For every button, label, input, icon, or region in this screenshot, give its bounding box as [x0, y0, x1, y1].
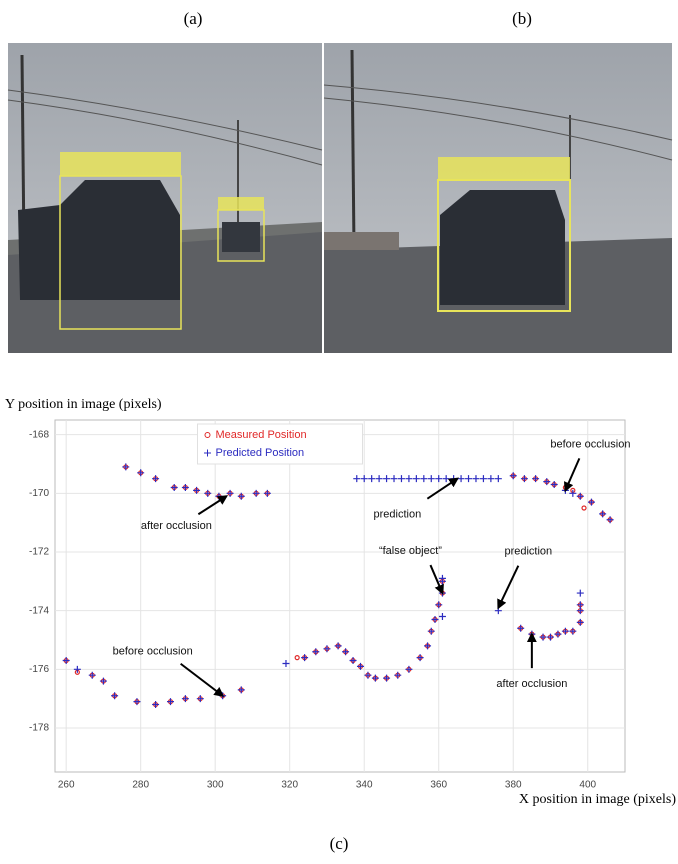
annotation: before occlusion	[550, 438, 630, 450]
x-tick-label: 260	[58, 780, 75, 791]
panel-label: (a)	[184, 9, 203, 28]
x-axis-label: X position in image (pixels)	[519, 792, 676, 807]
x-tick-label: 300	[207, 780, 224, 791]
x-tick-label: 400	[579, 780, 596, 791]
x-tick-label: 280	[132, 780, 149, 791]
figure: (a) (b) (c) Y position in image (pixels)…	[0, 0, 678, 859]
x-tick-label: 320	[281, 780, 298, 791]
y-tick-label: -168	[29, 429, 49, 440]
legend-label: Predicted Position	[216, 447, 305, 459]
y-tick-label: -170	[29, 488, 49, 499]
x-tick-label: 360	[430, 780, 447, 791]
annotation: prediction	[374, 509, 422, 521]
y-tick-label: -176	[29, 664, 49, 675]
photo-b	[324, 43, 672, 353]
y-tick-label: -172	[29, 547, 49, 558]
annotation: after occlusion	[141, 520, 212, 532]
annotation: after occlusion	[496, 678, 567, 690]
y-tick-label: -178	[29, 723, 49, 734]
legend-label: Measured Position	[216, 429, 307, 441]
annotation: “false object”	[379, 545, 442, 557]
x-tick-label: 380	[505, 780, 522, 791]
annotation: before occlusion	[113, 646, 193, 658]
x-tick-label: 340	[356, 780, 373, 791]
annotation: prediction	[504, 546, 552, 558]
y-tick-label: -174	[29, 605, 49, 616]
y-axis-label: Y position in image (pixels)	[5, 397, 162, 412]
photo-a	[8, 43, 322, 353]
panel-label: (b)	[512, 9, 532, 28]
panel-label: (c)	[330, 834, 349, 853]
